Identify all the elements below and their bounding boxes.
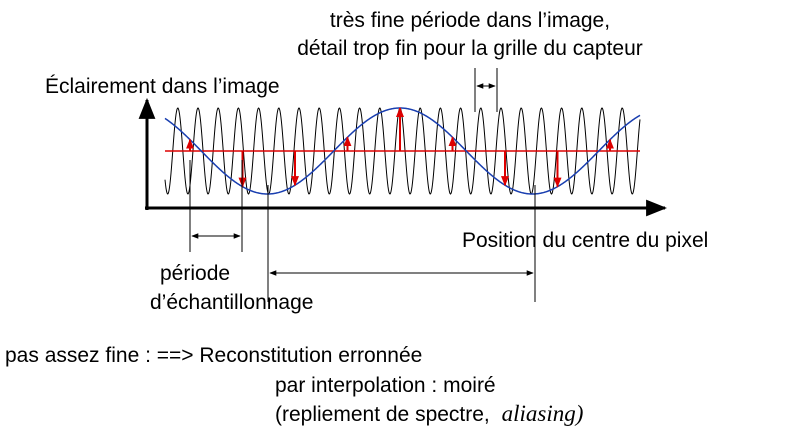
caption: (repliement de spectre, aliasing) [275,401,583,426]
label: période [160,262,230,285]
curves [164,107,641,195]
y-axis-label: Éclairement dans l’image [45,75,280,98]
annotation: très fine période dans l’image, [330,9,610,32]
label: d’échantillonnage [150,291,313,314]
fine-signal [164,107,641,195]
x-axis-label: Position du centre du pixel [462,229,708,252]
caption: par interpolation : moiré [275,374,496,397]
annotation: détail trop fin pour la grille du capteu… [297,37,643,60]
caption: (repliement de spectre, [275,403,496,426]
caption-italic: aliasing) [502,401,584,426]
caption: pas assez fine : ==> Reconstitution erro… [5,344,422,367]
